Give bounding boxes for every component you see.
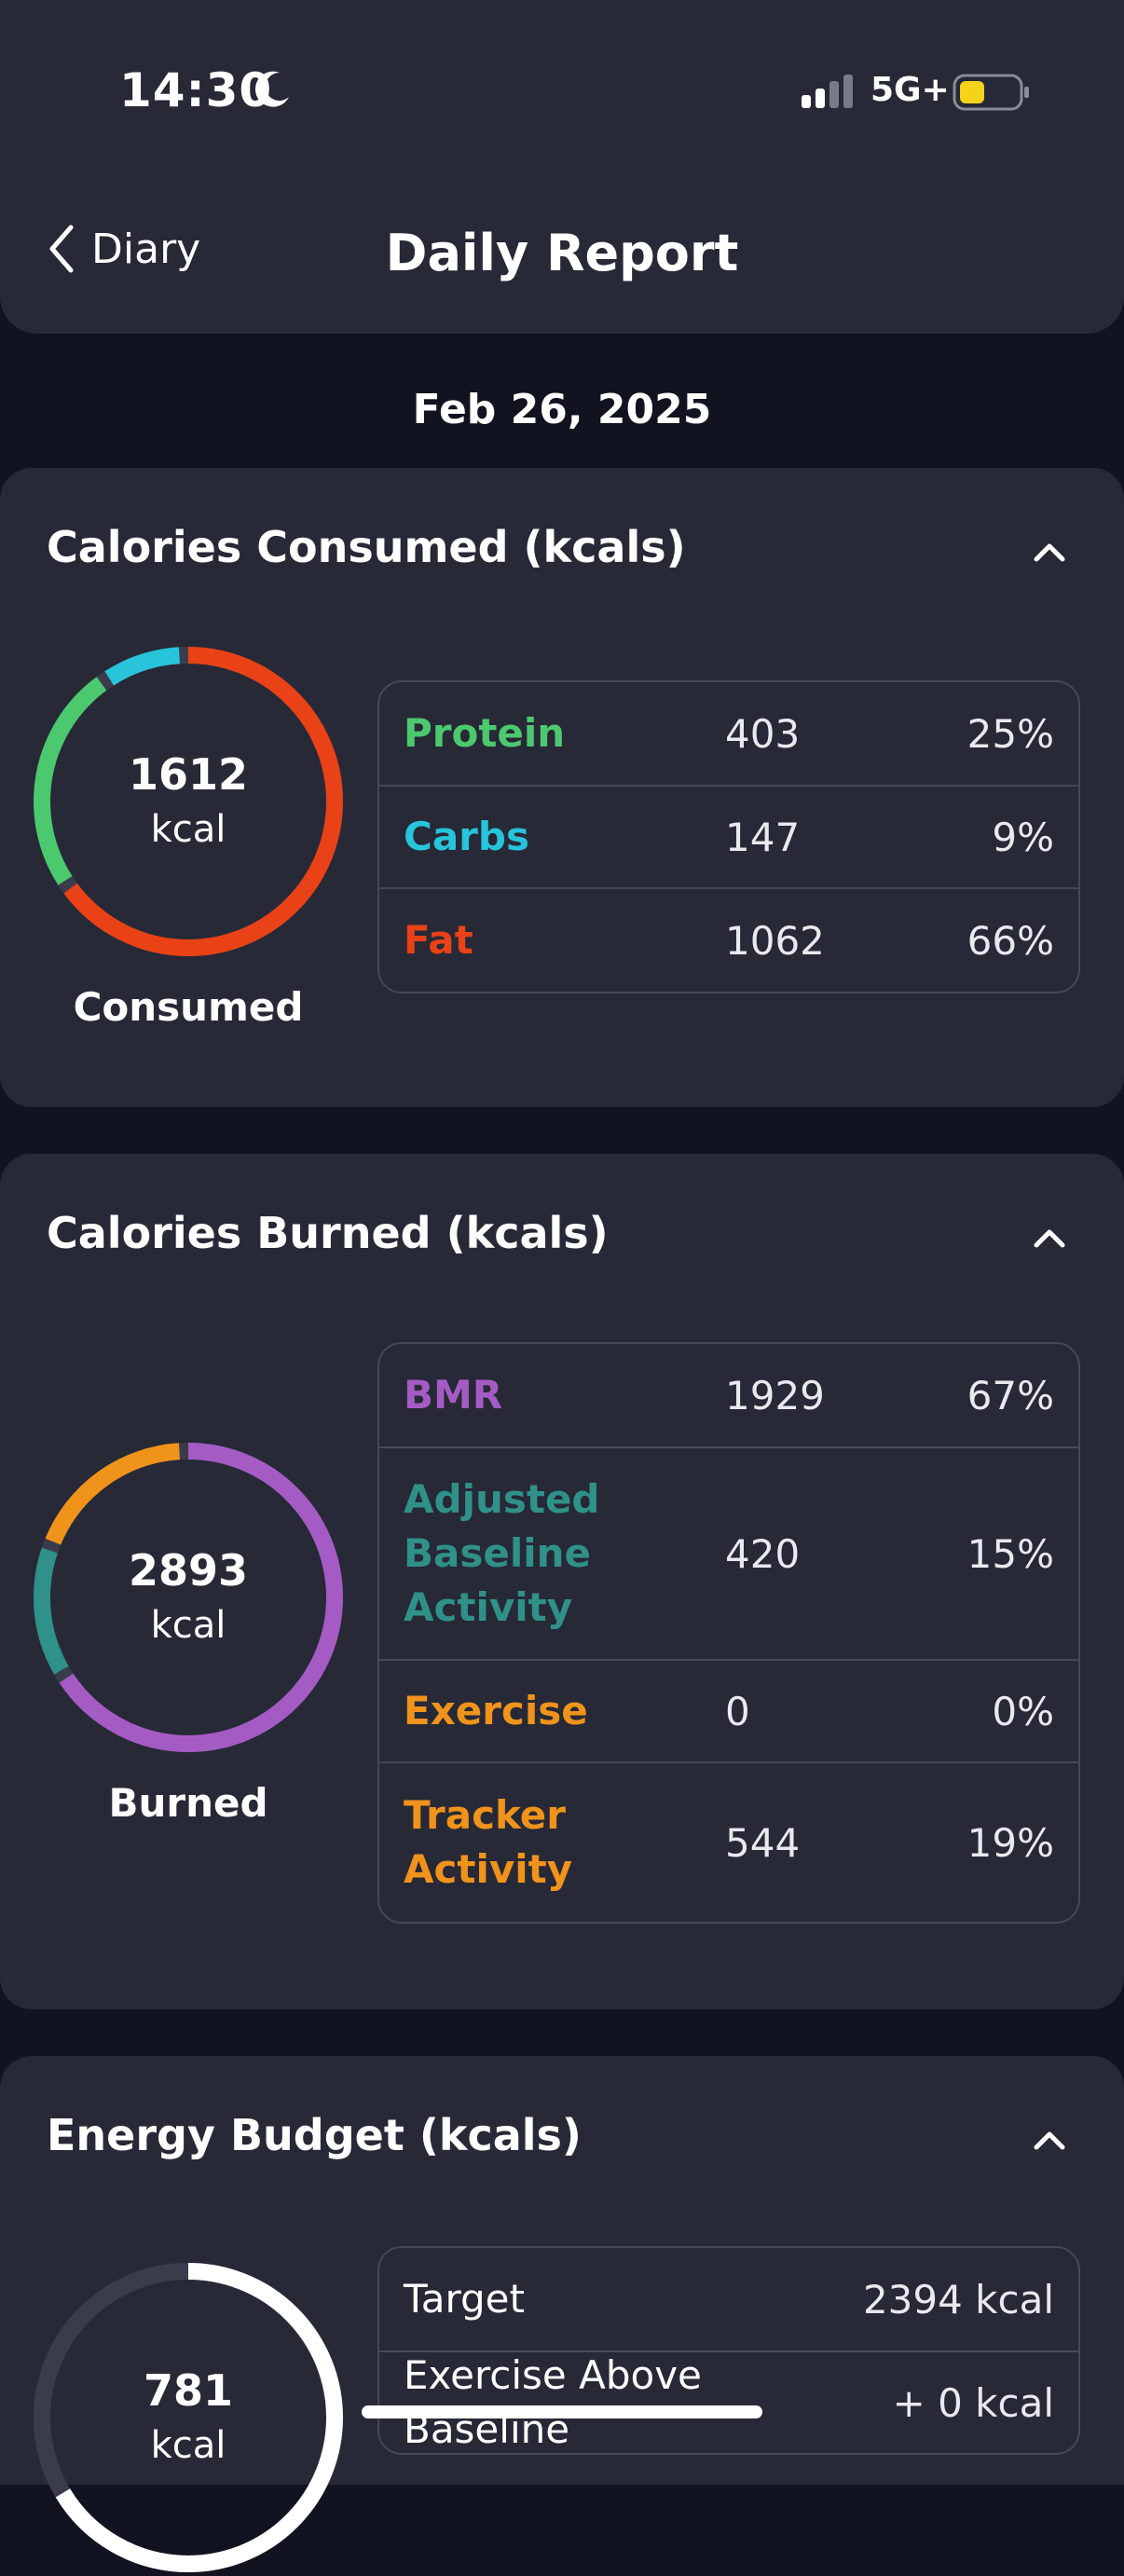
burned-ring-segment: [34, 1443, 343, 1752]
status-time: 14:30: [119, 63, 273, 117]
table-row: Tracker Activity 544 19%: [379, 1761, 1078, 1922]
chevron-up-icon[interactable]: [1031, 1219, 1068, 1256]
top-bar: 14:30 5G+ Diary Daily Report: [0, 0, 1124, 334]
consumed-unit: kcal: [150, 808, 226, 851]
home-indicator: [362, 2405, 762, 2418]
calories-burned-card: Calories Burned (kcals) 2893 kcal Burned…: [0, 1154, 1124, 2009]
consumed-donut-chart: [34, 647, 343, 956]
table-row: Carbs 147 9%: [379, 785, 1078, 887]
burned-unit: kcal: [150, 1604, 226, 1647]
macro-percent: 25%: [966, 710, 1054, 757]
consumed-ring-segment: [34, 647, 343, 956]
macro-value: 403: [725, 710, 801, 757]
consumed-ring-segment: [34, 647, 343, 956]
chevron-up-icon[interactable]: [1031, 2121, 1068, 2158]
macro-percent: 9%: [992, 814, 1054, 860]
network-label: 5G+: [870, 71, 950, 109]
consumed-total: 1612: [128, 749, 249, 800]
card-title: Calories Burned (kcals): [47, 1208, 609, 1258]
activity-name: Exercise: [404, 1688, 588, 1733]
activity-value: 420: [725, 1530, 801, 1577]
activity-value: 1929: [725, 1372, 825, 1418]
table-row: Target 2394 kcal: [379, 2248, 1078, 2350]
activity-name: BMR: [404, 1372, 503, 1418]
activity-name: Adjusted Baseline Activity: [404, 1476, 600, 1630]
calories-consumed-card: Calories Consumed (kcals) 1612 kcal Cons…: [0, 468, 1124, 1107]
chevron-up-icon[interactable]: [1031, 533, 1068, 570]
activity-percent: 0%: [992, 1688, 1054, 1734]
macro-value: 147: [725, 814, 801, 860]
burned-total: 2893: [128, 1545, 249, 1596]
back-label: Diary: [91, 225, 201, 273]
budget-item-value: 2394 kcal: [862, 2276, 1054, 2323]
report-date: Feb 26, 2025: [412, 386, 712, 433]
macro-percent: 66%: [966, 917, 1054, 964]
card-title: Calories Consumed (kcals): [47, 522, 686, 572]
burned-ring: 2893 kcal Burned: [30, 1439, 347, 1826]
activity-value: 0: [725, 1688, 750, 1734]
macro-name: Carbs: [404, 814, 529, 859]
macro-name: Protein: [404, 710, 566, 756]
table-row: BMR 1929 67%: [379, 1344, 1078, 1446]
moon-icon: [254, 71, 289, 107]
table-row: Protein 403 25%: [379, 682, 1078, 785]
burned-ring-segment: [34, 1443, 343, 1752]
burned-donut-chart: [34, 1443, 343, 1752]
budget-item-name: Exercise Above Baseline: [404, 2352, 702, 2452]
consumed-caption: Consumed: [73, 984, 304, 1030]
macro-value: 1062: [725, 917, 825, 964]
table-row: Exercise Above Baseline + 0 kcal: [379, 2350, 1078, 2453]
macro-name: Fat: [404, 917, 473, 963]
budget-item-value: + 0 kcal: [892, 2379, 1054, 2426]
budget-unit: kcal: [150, 2424, 226, 2467]
activity-percent: 67%: [966, 1372, 1054, 1418]
signal-icon: [802, 75, 853, 108]
back-button[interactable]: Diary: [45, 224, 200, 274]
energy-budget-card: Energy Budget (kcals) 781 kcal Target 23…: [0, 2056, 1124, 2572]
budget-table: Target 2394 kcal Exercise Above Baseline…: [377, 2246, 1080, 2455]
burned-table: BMR 1929 67% Adjusted Baseline Activity …: [377, 1342, 1080, 1924]
card-title: Energy Budget (kcals): [47, 2110, 582, 2160]
activity-name: Tracker Activity: [404, 1792, 573, 1892]
table-row: Fat 1062 66%: [379, 887, 1078, 992]
budget-ring-segment: [34, 2263, 343, 2572]
page-title: Daily Report: [385, 224, 739, 282]
activity-percent: 15%: [966, 1530, 1054, 1577]
activity-percent: 19%: [966, 1819, 1054, 1866]
consumed-table: Protein 403 25% Carbs 147 9% Fat 1062 66…: [377, 680, 1080, 993]
chevron-left-icon: [49, 225, 74, 273]
consumed-ring: 1612 kcal Consumed: [30, 643, 347, 1030]
table-row: Exercise 0 0%: [379, 1659, 1078, 1761]
activity-value: 544: [725, 1819, 801, 1866]
budget-item-name: Target: [404, 2276, 525, 2322]
burned-caption: Burned: [108, 1780, 268, 1826]
table-row: Adjusted Baseline Activity 420 15%: [379, 1446, 1078, 1659]
battery-icon: [953, 74, 1029, 111]
budget-ring: 781 kcal: [30, 2259, 347, 2576]
budget-total: 781: [143, 2365, 234, 2416]
